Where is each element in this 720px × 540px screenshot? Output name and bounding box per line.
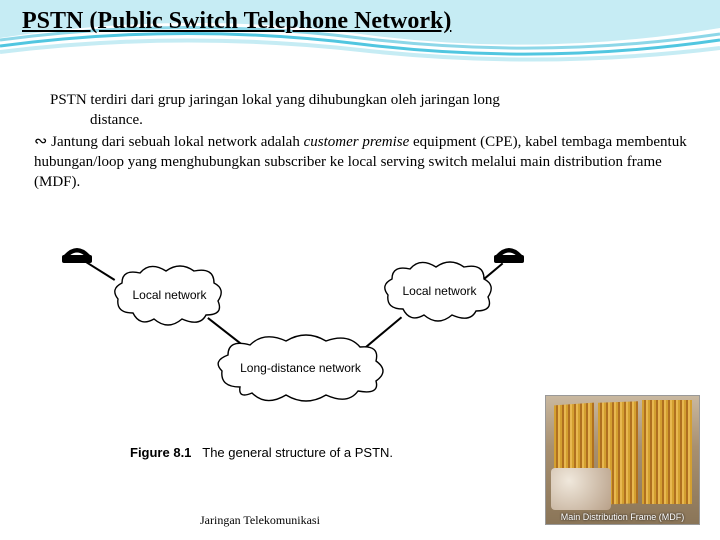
cloud-center-label: Long-distance network [228, 361, 373, 375]
mdf-photo: Main Distribution Frame (MDF) [545, 395, 700, 525]
paragraph-1-line-1: PSTN terdiri dari grup jaringan lokal ya… [50, 90, 690, 110]
figure-number: Figure 8.1 [130, 445, 191, 460]
paragraph-1-line-2: distance. [90, 110, 690, 130]
paragraph-2: ∾ Jantung dari sebuah lokal network adal… [34, 131, 690, 193]
cloud-right-label: Local network [392, 284, 487, 298]
mdf-photo-caption: Main Distribution Frame (MDF) [546, 512, 699, 522]
figure-caption: Figure 8.1 The general structure of a PS… [130, 445, 393, 460]
para2-italic: customer premise [304, 134, 410, 150]
bullet-icon: ∾ [34, 133, 47, 150]
body-text: PSTN terdiri dari grup jaringan lokal ya… [30, 90, 690, 193]
figure-caption-text: The general structure of a PSTN. [202, 445, 393, 460]
cloud-left-label: Local network [122, 288, 217, 302]
footer-text: Jaringan Telekomunikasi [200, 513, 320, 528]
para2-text-a: Jantung dari sebuah lokal network adalah [51, 134, 303, 150]
page-title: PSTN (Public Switch Telephone Network) [22, 8, 451, 35]
